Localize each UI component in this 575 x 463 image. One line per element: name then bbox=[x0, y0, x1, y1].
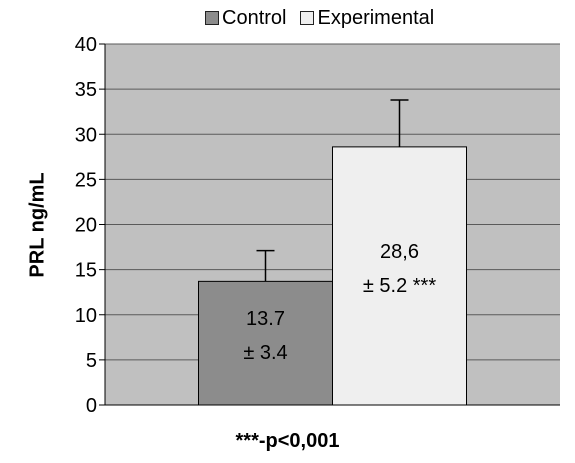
data-label-experimental: 28,6 bbox=[380, 241, 419, 263]
legend-label-experimental: Experimental bbox=[317, 6, 435, 29]
y-tick-label: 20 bbox=[75, 215, 97, 237]
legend-swatch-experimental bbox=[300, 11, 315, 25]
y-tick-label: 35 bbox=[75, 79, 97, 101]
bar-experimental bbox=[332, 146, 467, 406]
legend-label-control: Control bbox=[222, 6, 287, 29]
data-label-experimental: ± 5.2 *** bbox=[363, 275, 436, 297]
bar-control bbox=[198, 280, 333, 406]
y-tick-label: 30 bbox=[75, 124, 97, 146]
y-tick-label: 0 bbox=[86, 395, 97, 417]
data-label-control: ± 3.4 bbox=[243, 342, 287, 364]
legend-item-experimental: Experimental bbox=[300, 7, 434, 30]
y-tick-label: 5 bbox=[86, 350, 97, 372]
y-tick-label: 15 bbox=[75, 260, 97, 282]
y-tick-label: 10 bbox=[75, 305, 97, 327]
y-tick-label: 25 bbox=[75, 169, 97, 191]
legend: Control Experimental bbox=[205, 4, 434, 32]
significance-note: ***-p<0,001 bbox=[235, 430, 340, 452]
legend-item-control: Control bbox=[205, 7, 286, 30]
data-label-control: 13.7 bbox=[246, 308, 285, 330]
y-tick-label: 40 bbox=[75, 34, 97, 56]
legend-swatch-control bbox=[205, 11, 219, 25]
